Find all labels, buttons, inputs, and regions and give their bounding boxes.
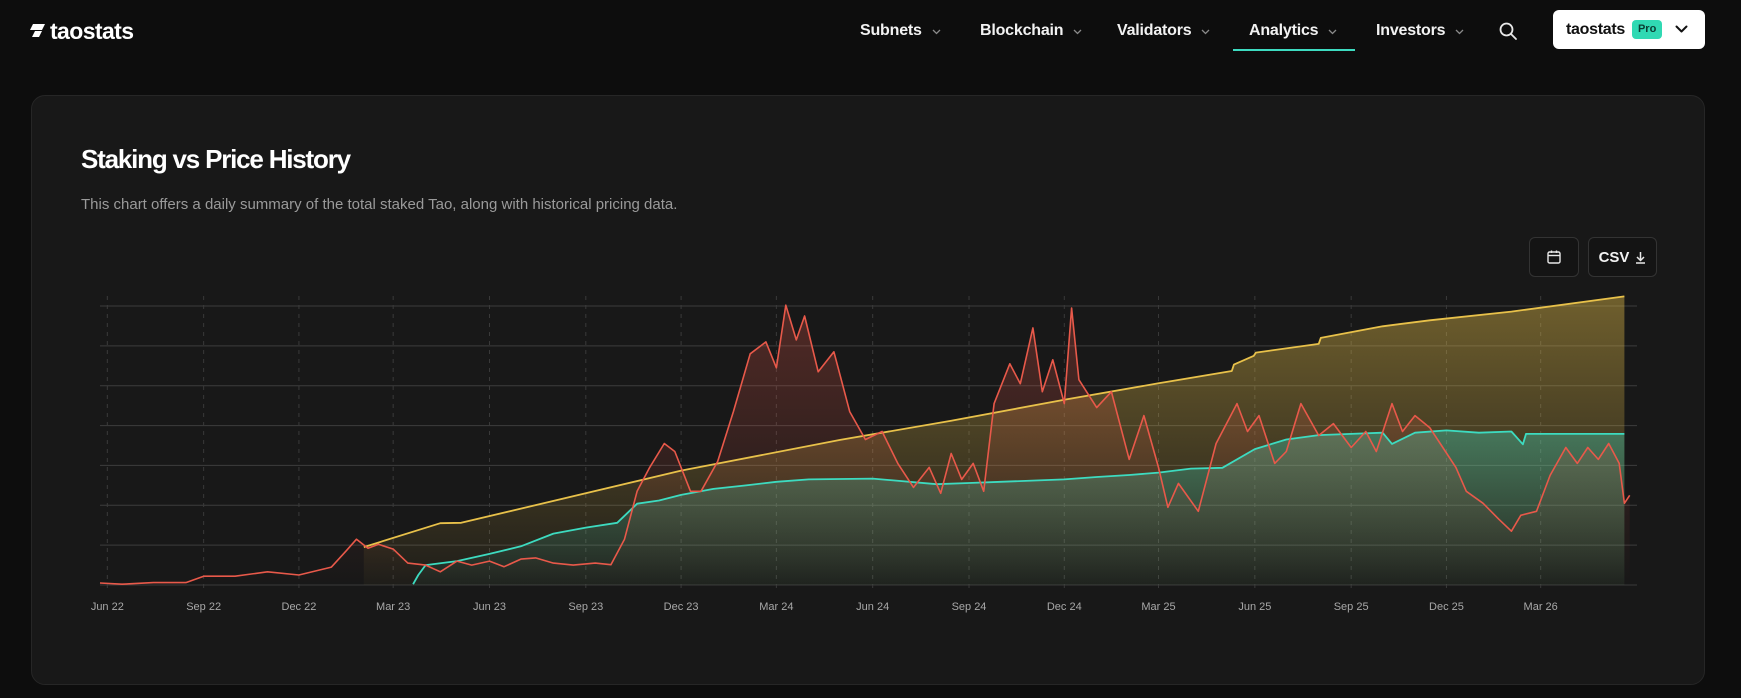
x-tick-label: Mar 23 [376, 601, 410, 613]
logo-mark-icon [30, 24, 45, 37]
nav-item-investors[interactable]: Investors [1376, 18, 1464, 44]
x-tick-label: Mar 25 [1141, 601, 1175, 613]
chevron-down-icon [1455, 29, 1464, 35]
chart-title: Staking vs Price History [81, 144, 351, 174]
x-tick-label: Mar 24 [759, 601, 793, 613]
nav-label: Blockchain [980, 22, 1064, 39]
main-nav: Subnets Blockchain Validators Analytics … [0, 0, 1741, 62]
x-tick-label: Sep 23 [568, 601, 603, 613]
nav-item-analytics[interactable]: Analytics [1249, 18, 1337, 44]
account-name: taostats [1566, 20, 1625, 38]
logo[interactable]: taostats [30, 17, 134, 44]
x-tick-label: Jun 23 [473, 601, 506, 613]
supply-line [363, 295, 1625, 548]
search-icon[interactable] [1497, 20, 1519, 42]
csv-label: CSV [1598, 248, 1630, 266]
x-tick-label: Jun 24 [856, 601, 889, 613]
csv-download-button[interactable]: CSV [1588, 237, 1657, 277]
download-icon [1636, 251, 1646, 264]
nav-item-validators[interactable]: Validators [1117, 18, 1210, 44]
nav-label: Analytics [1249, 22, 1319, 39]
x-tick-label: Mar 26 [1524, 601, 1558, 613]
staked-line [412, 429, 1625, 585]
chevron-down-icon [1073, 29, 1082, 35]
nav-item-subnets[interactable]: Subnets [860, 18, 941, 44]
x-tick-label: Dec 22 [282, 601, 317, 613]
account-menu-button[interactable]: taostats Pro [1553, 10, 1705, 49]
staking-price-chart: Jun 22 Sep 22 Dec 22 Mar 23 Jun 23 Sep 23 Dec … [91, 295, 1637, 613]
nav-label: Investors [1376, 22, 1446, 39]
x-tick-label: Jun 25 [1238, 601, 1271, 613]
date-range-button[interactable] [1529, 237, 1579, 277]
nav-label: Validators [1117, 22, 1192, 39]
calendar-icon [1547, 250, 1561, 264]
x-tick-label: Dec 25 [1429, 601, 1464, 613]
price-line [99, 304, 1631, 585]
logo-text: taostats [50, 17, 134, 44]
top-header: taostats Subnets Blockchain Validators A… [0, 0, 1741, 62]
chart-subtitle: This chart offers a daily summary of the… [81, 196, 678, 213]
chevron-down-icon [932, 29, 941, 35]
pro-badge: Pro [1631, 20, 1663, 39]
chart-card: Staking vs Price History This chart offe… [31, 95, 1705, 685]
x-tick-label: Jun 22 [91, 601, 124, 613]
nav-active-indicator [1233, 49, 1355, 51]
chevron-down-icon [1202, 29, 1210, 35]
price-area [100, 305, 1630, 585]
x-tick-label: Sep 22 [186, 601, 221, 613]
x-tick-label: Sep 25 [1334, 601, 1369, 613]
x-tick-label: Dec 23 [664, 601, 699, 613]
nav-label: Subnets [860, 22, 922, 39]
nav-item-blockchain[interactable]: Blockchain [980, 18, 1082, 44]
chevron-down-icon [1675, 25, 1688, 33]
x-tick-label: Sep 24 [952, 601, 987, 613]
chevron-down-icon [1328, 29, 1337, 35]
x-tick-label: Dec 24 [1047, 601, 1082, 613]
